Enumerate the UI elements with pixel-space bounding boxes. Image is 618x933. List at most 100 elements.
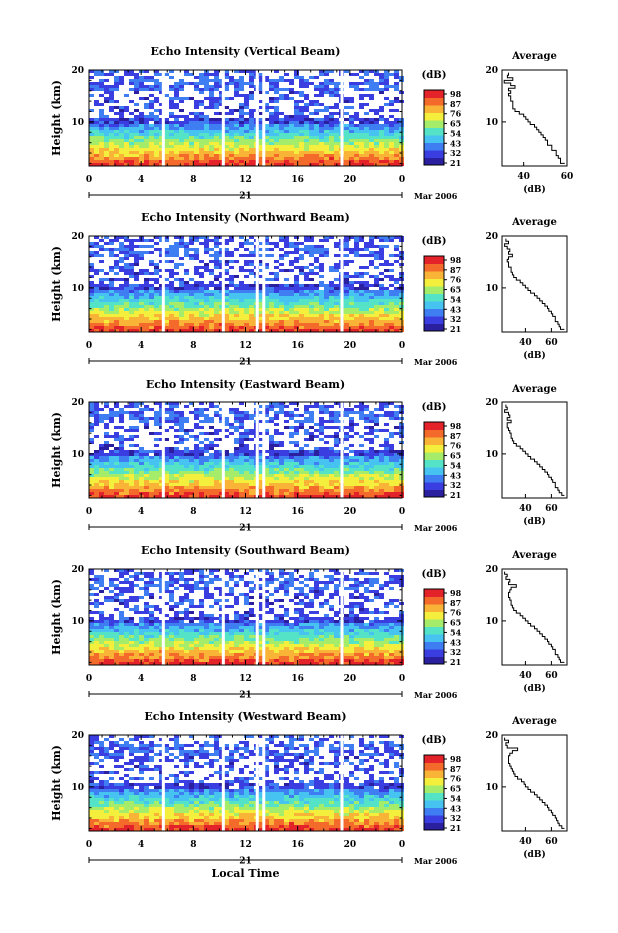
- heatmap-cell: [359, 405, 364, 408]
- heatmap-cell: [314, 121, 319, 124]
- heatmap-cell: [304, 492, 309, 495]
- heatmap-cell: [149, 127, 154, 130]
- heatmap-cell: [284, 293, 289, 296]
- heatmap-cell: [114, 106, 119, 109]
- heatmap-cell: [189, 82, 194, 85]
- heatmap-cell: [329, 417, 334, 420]
- heatmap-cell: [119, 483, 124, 486]
- heatmap-cell: [294, 420, 299, 423]
- heatmap-cell: [244, 450, 249, 453]
- heatmap-cell: [289, 245, 294, 248]
- heatmap-cell: [269, 272, 274, 275]
- heatmap-cell: [334, 456, 339, 459]
- heatmap-cell: [114, 82, 119, 85]
- heatmap-cell: [284, 411, 289, 414]
- heatmap-cell: [294, 287, 299, 290]
- heatmap-cell: [284, 483, 289, 486]
- heatmap-cell: [364, 474, 369, 477]
- heatmap-cell: [169, 456, 174, 459]
- heatmap-cell: [329, 447, 334, 450]
- heatmap-cell: [94, 308, 99, 311]
- heatmap-cell: [179, 290, 184, 293]
- heatmap-cell: [99, 293, 104, 296]
- heatmap-cell: [104, 308, 109, 311]
- heatmap-cell: [314, 293, 319, 296]
- heatmap-cell: [119, 489, 124, 492]
- heatmap-cell: [379, 82, 384, 85]
- heatmap-cell: [94, 474, 99, 477]
- heatmap-cell: [369, 239, 374, 242]
- heatmap-cell: [349, 444, 354, 447]
- heatmap-cell: [134, 278, 139, 281]
- heatmap-cell: [184, 121, 189, 124]
- heatmap-cell: [109, 480, 114, 483]
- heatmap-cell: [104, 426, 109, 429]
- heatmap-cell: [304, 148, 309, 151]
- heatmap-cell: [319, 447, 324, 450]
- heatmap-cell: [169, 124, 174, 127]
- heatmap-cell: [309, 272, 314, 275]
- heatmap-cell: [239, 438, 244, 441]
- heatmap-cell: [109, 145, 114, 148]
- heatmap-cell: [319, 489, 324, 492]
- heatmap-cell: [134, 151, 139, 154]
- heatmap-cell: [194, 248, 199, 251]
- heatmap-cell: [234, 453, 239, 456]
- heatmap-cell: [239, 414, 244, 417]
- heatmap-cell: [124, 465, 129, 468]
- heatmap-cell: [99, 148, 104, 151]
- heatmap-cell: [284, 420, 289, 423]
- heatmap-cell: [369, 411, 374, 414]
- heatmap-cell: [314, 260, 319, 263]
- heatmap-cell: [374, 293, 379, 296]
- heatmap-cell: [139, 450, 144, 453]
- x-tick-label: 16: [291, 507, 304, 517]
- heatmap-cell: [349, 465, 354, 468]
- heatmap-cell: [384, 438, 389, 441]
- heatmap-cell: [279, 462, 284, 465]
- heatmap-cell: [284, 245, 289, 248]
- heatmap-cell: [94, 139, 99, 142]
- chart-panel-1: Echo Intensity (Vertical Beam)2010Height…: [50, 45, 573, 202]
- heatmap-cell: [379, 414, 384, 417]
- heatmap-cell: [369, 302, 374, 305]
- heatmap-cell: [229, 489, 234, 492]
- heatmap-cell: [179, 453, 184, 456]
- heatmap-cell: [169, 248, 174, 251]
- heatmap-cell: [359, 266, 364, 269]
- heatmap-cell: [269, 323, 274, 326]
- heatmap-cell: [124, 73, 129, 76]
- heatmap-cell: [334, 414, 339, 417]
- heatmap-cell: [329, 148, 334, 151]
- heatmap-cell: [249, 299, 254, 302]
- heatmap-cell: [124, 124, 129, 127]
- heatmap-cell: [299, 115, 304, 118]
- heatmap-cell: [124, 411, 129, 414]
- chart-title: Echo Intensity (Eastward Beam): [146, 378, 345, 391]
- heatmap-cell: [94, 314, 99, 317]
- heatmap-cell: [344, 287, 349, 290]
- heatmap-cell: [374, 130, 379, 133]
- heatmap-cell: [389, 115, 394, 118]
- heatmap-cell: [379, 408, 384, 411]
- heatmap-cell: [179, 438, 184, 441]
- heatmap-cell: [99, 305, 104, 308]
- heatmap-cell: [94, 290, 99, 293]
- heatmap-cell: [174, 323, 179, 326]
- heatmap-cell: [384, 130, 389, 133]
- heatmap-cell: [184, 118, 189, 121]
- heatmap-cell: [184, 281, 189, 284]
- heatmap-cell: [109, 453, 114, 456]
- colorbar-segment: [424, 490, 444, 498]
- heatmap-cell: [139, 251, 144, 254]
- heatmap-cell: [199, 151, 204, 154]
- heatmap-cell: [359, 453, 364, 456]
- heatmap-cell: [189, 139, 194, 142]
- heatmap-cell: [149, 136, 154, 139]
- heatmap-cell: [104, 489, 109, 492]
- heatmap-cell: [199, 456, 204, 459]
- heatmap-cell: [104, 317, 109, 320]
- heatmap-cell: [359, 239, 364, 242]
- heatmap-cell: [319, 94, 324, 97]
- heatmap-cell: [199, 124, 204, 127]
